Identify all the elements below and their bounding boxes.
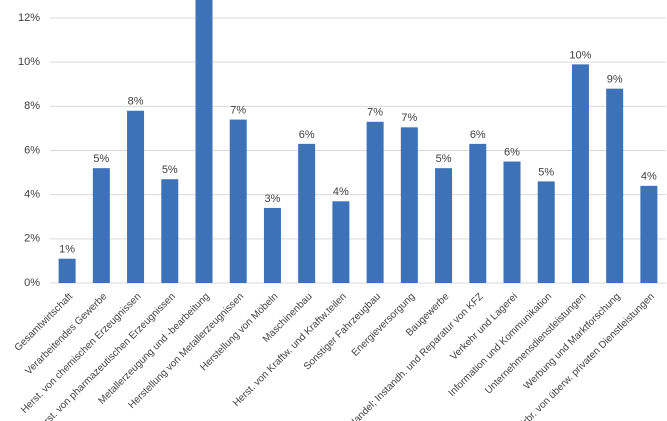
bar: [58, 258, 76, 283]
y-tick-label: 6%: [24, 144, 40, 156]
bar: [366, 121, 384, 284]
bar: [195, 0, 213, 284]
y-tick-label: 0%: [24, 277, 40, 289]
bar: [640, 185, 658, 283]
y-tick-label: 4%: [24, 189, 40, 201]
value-label: 5%: [162, 164, 178, 176]
value-label: 9%: [607, 74, 623, 86]
value-label: 7%: [230, 104, 246, 116]
bar: [161, 179, 179, 283]
value-label: 7%: [367, 107, 383, 119]
y-tick-label: 8%: [24, 100, 40, 112]
bar: [332, 201, 350, 283]
bar: [435, 168, 453, 283]
x-tick-label: Herst. von chemischen Erzeugnissen: [19, 291, 144, 416]
value-label: 6%: [299, 129, 315, 141]
value-label: 10%: [569, 49, 591, 61]
value-label: 3%: [264, 193, 280, 205]
bar: [571, 64, 589, 283]
bar: [298, 143, 316, 283]
bar: [537, 181, 555, 283]
value-label: 4%: [333, 186, 349, 198]
bar: [606, 88, 624, 284]
bar: [503, 161, 521, 283]
bar: [263, 207, 281, 283]
value-label: 5%: [538, 166, 554, 178]
value-label: 6%: [504, 146, 520, 158]
value-label: 6%: [470, 129, 486, 141]
y-tick-label: 2%: [24, 233, 40, 245]
y-tick-label: 12%: [18, 12, 40, 24]
x-tick-label: Verkehr und Lagerei: [449, 291, 520, 362]
y-tick-label: 10%: [18, 56, 40, 68]
value-label: 8%: [128, 96, 144, 108]
bar: [469, 143, 487, 283]
value-label: 7%: [401, 112, 417, 124]
bar: [127, 110, 145, 283]
value-label: 5%: [436, 153, 452, 165]
x-tick-label: Energieversorgung: [350, 291, 418, 359]
value-label: 1%: [59, 244, 75, 256]
x-tick-label: Gesamtwirtschaft: [13, 291, 76, 354]
bar: [229, 119, 247, 283]
bar: [400, 127, 418, 283]
value-label: 4%: [641, 171, 657, 183]
bar: [92, 168, 110, 283]
value-label: 5%: [93, 153, 109, 165]
